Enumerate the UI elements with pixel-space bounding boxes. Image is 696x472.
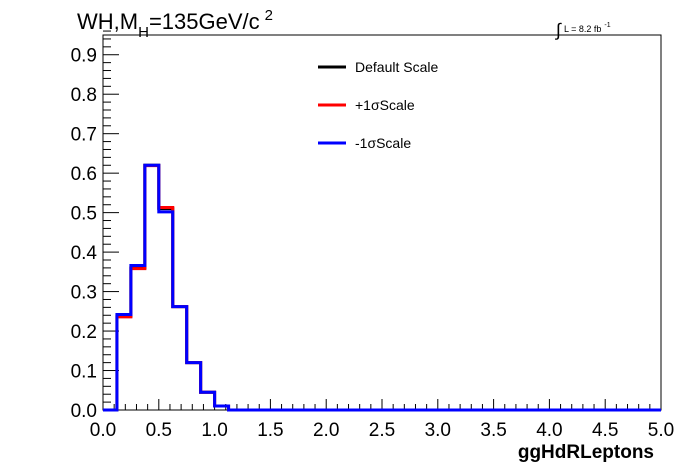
series-group (103, 163, 661, 412)
legend-label: Default Scale (355, 59, 438, 75)
y-tick-label: 0.2 (71, 322, 97, 343)
x-tick-label: 4.0 (536, 420, 562, 441)
y-tick-label: 0.9 (71, 46, 97, 67)
integral-symbol: ∫ (554, 20, 562, 40)
title-superscript: 2 (265, 7, 273, 24)
luminosity-superscript: -1 (604, 22, 610, 29)
chart-title: WH,MH=135GeV/c 2 (77, 7, 273, 41)
luminosity-label: ∫ L = 8.2 fb -1 (554, 20, 611, 40)
axes: 0.0 0.5 1.0 1.5 2.0 2.5 3.0 3.5 4.0 4.5 5.0 0.0 0.1 0… (71, 30, 674, 441)
y-tick-label: 0.8 (71, 85, 97, 106)
title-rest: =135GeV/c (149, 9, 260, 34)
x-tick-label: 2.5 (369, 420, 395, 441)
y-tick-label: 0.7 (71, 125, 97, 146)
x-tick-label: 0.0 (90, 420, 116, 441)
series-line-1 (103, 164, 661, 412)
x-tick-label: 4.5 (592, 420, 618, 441)
y-tick-label: 0.1 (71, 362, 97, 383)
y-tick-label: 0.6 (71, 164, 97, 185)
title-subscript: H (138, 24, 149, 41)
series-line-2 (103, 163, 661, 412)
legend: Default Scale +1σScale -1σScale (318, 59, 438, 151)
x-tick-label: 1.0 (201, 420, 227, 441)
x-axis-label: ggHdRLeptons (518, 442, 654, 463)
title-main: WH,M (77, 9, 138, 34)
legend-label: +1σScale (355, 97, 415, 113)
y-tick-label: 0.4 (71, 243, 98, 264)
y-tick-label: 0.3 (71, 283, 97, 304)
y-tick-label: 0.0 (71, 401, 97, 422)
x-tick-label: 3.0 (425, 420, 451, 441)
series-line-0 (103, 163, 661, 412)
x-tick-label: 5.0 (648, 420, 674, 441)
luminosity-text: L = 8.2 fb (564, 24, 601, 34)
x-tick-label: 2.0 (313, 420, 339, 441)
legend-label: -1σScale (355, 135, 411, 151)
x-tick-label: 1.5 (257, 420, 283, 441)
x-tick-label: 0.5 (146, 420, 172, 441)
x-tick-label: 3.5 (480, 420, 506, 441)
y-tick-label: 0.5 (71, 204, 97, 225)
